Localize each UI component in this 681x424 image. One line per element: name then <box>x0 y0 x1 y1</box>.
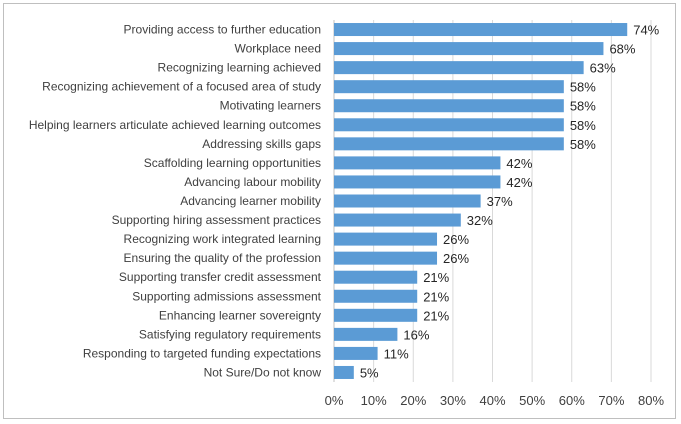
value-label-1: 68% <box>609 42 635 57</box>
x-tick-label-6: 60% <box>559 393 585 408</box>
bar-8 <box>334 175 501 189</box>
bar-11 <box>334 232 438 246</box>
bar-1 <box>334 42 604 56</box>
value-label-0: 74% <box>633 23 659 38</box>
category-label-11: Recognizing work integrated learning <box>124 232 321 246</box>
x-tick-label-0: 0% <box>325 393 344 408</box>
category-label-14: Supporting admissions assessment <box>132 289 321 303</box>
value-label-4: 58% <box>570 99 596 114</box>
value-label-16: 16% <box>403 327 429 342</box>
value-label-2: 63% <box>590 61 616 76</box>
category-label-13: Supporting transfer credit assessment <box>119 270 322 284</box>
bar-10 <box>334 213 461 227</box>
value-labels: 74% 68% 63% 58% 58% 58% 58% 42% 42% 37% 32% 26% 26% 2… <box>360 23 660 381</box>
bar-2 <box>334 61 584 75</box>
value-label-12: 26% <box>443 251 469 266</box>
value-label-6: 58% <box>570 137 596 152</box>
category-labels: Providing access to further education Wor… <box>29 23 322 380</box>
x-tick-label-4: 40% <box>479 393 505 408</box>
bar-13 <box>334 270 418 284</box>
bar-12 <box>334 251 438 265</box>
value-label-10: 32% <box>467 213 493 228</box>
bar-14 <box>334 289 418 303</box>
bar-4 <box>334 99 564 113</box>
category-label-3: Recognizing achievement of a focused are… <box>42 80 321 94</box>
bar-15 <box>334 308 418 322</box>
category-label-12: Ensuring the quality of the profession <box>124 251 321 265</box>
bar-17 <box>334 346 378 360</box>
value-label-15: 21% <box>423 308 449 323</box>
bar-16 <box>334 327 398 341</box>
category-label-2: Recognizing learning achieved <box>158 61 321 75</box>
category-label-7: Scaffolding learning opportunities <box>144 156 321 170</box>
bar-7 <box>334 156 501 170</box>
bars <box>334 23 628 379</box>
value-label-9: 37% <box>487 194 513 209</box>
bar-0 <box>334 23 628 37</box>
bar-9 <box>334 194 481 208</box>
x-tick-label-1: 10% <box>361 393 387 408</box>
value-label-13: 21% <box>423 270 449 285</box>
category-label-16: Satisfying regulatory requirements <box>139 327 321 341</box>
category-label-10: Supporting hiring assessment practices <box>112 213 321 227</box>
x-tick-labels: 0% 10% 20% 30% 40% 50% 60% 70% 80% <box>325 393 665 408</box>
x-tick-label-5: 50% <box>519 393 545 408</box>
category-label-17: Responding to targeted funding expectati… <box>83 346 321 360</box>
value-label-3: 58% <box>570 80 596 95</box>
x-tick-label-3: 30% <box>440 393 466 408</box>
category-label-9: Advancing learner mobility <box>180 194 321 208</box>
bar-5 <box>334 118 564 132</box>
bar-3 <box>334 80 564 94</box>
category-label-15: Enhancing learner sovereignty <box>159 308 321 322</box>
category-label-6: Addressing skills gaps <box>202 137 321 151</box>
value-label-7: 42% <box>506 156 532 171</box>
category-label-1: Workplace need <box>235 42 322 56</box>
x-tick-label-2: 20% <box>400 393 426 408</box>
category-label-4: Motivating learners <box>220 99 321 113</box>
value-label-18: 5% <box>360 365 379 380</box>
value-label-17: 11% <box>384 346 409 361</box>
category-label-18: Not Sure/Do not know <box>204 365 322 379</box>
category-label-8: Advancing labour mobility <box>184 175 321 189</box>
value-label-11: 26% <box>443 232 469 247</box>
value-label-14: 21% <box>423 289 449 304</box>
bar-18 <box>334 365 354 379</box>
category-label-5: Helping learners articulate achieved lea… <box>29 118 321 132</box>
x-tick-label-8: 80% <box>638 393 664 408</box>
value-label-8: 42% <box>506 175 532 190</box>
category-label-0: Providing access to further education <box>124 23 321 37</box>
value-label-5: 58% <box>570 118 596 133</box>
x-tick-label-7: 70% <box>598 393 624 408</box>
bar-6 <box>334 137 564 151</box>
